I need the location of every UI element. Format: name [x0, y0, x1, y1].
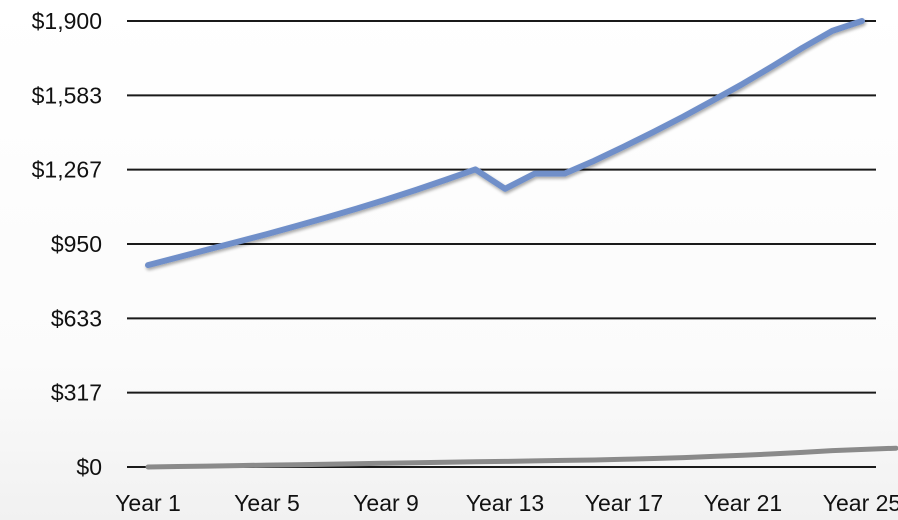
y-tick-label: $633	[51, 305, 102, 331]
x-tick-label: Year 1	[115, 490, 181, 516]
series-lines	[145, 18, 898, 470]
gridlines	[127, 20, 876, 468]
y-tick-label: $1,267	[32, 157, 102, 183]
y-tick-label: $1,900	[32, 8, 102, 34]
y-tick-label: $950	[51, 231, 102, 257]
series-line-secondary	[145, 445, 898, 470]
x-axis-tick-labels: Year 1 Year 5 Year 9 Year 13 Year 17 Year 21 Y…	[115, 490, 898, 516]
x-tick-label: Year 5	[234, 490, 300, 516]
x-tick-label: Year 17	[585, 490, 663, 516]
series-line-main	[145, 18, 865, 269]
y-tick-label: $1,583	[32, 82, 102, 108]
x-tick-label: Year 9	[353, 490, 419, 516]
y-axis-tick-labels: $0 $317 $633 $950 $1,267 $1,583 $1,900	[32, 8, 102, 480]
x-tick-label: Year 21	[704, 490, 782, 516]
y-tick-label: $317	[51, 380, 102, 406]
x-tick-label: Year 25	[823, 490, 898, 516]
y-tick-label: $0	[76, 454, 102, 480]
x-tick-label: Year 13	[466, 490, 544, 516]
